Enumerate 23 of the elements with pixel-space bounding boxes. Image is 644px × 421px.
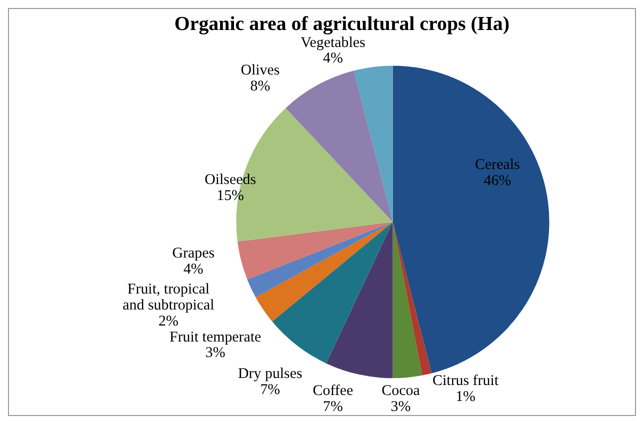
data-label: 2% [158, 313, 178, 330]
slice-label: Dry pulses [238, 366, 303, 382]
slice-label: Fruit, tropical and subtropical [122, 282, 214, 314]
slice-label: Oilseeds [204, 172, 256, 188]
data-label: 7% [323, 398, 343, 415]
data-label: 7% [260, 382, 280, 398]
chart-title: Organic area of agricultural crops (Ha) [174, 13, 510, 36]
data-label: 3% [205, 345, 226, 362]
slice-label: Vegetables [300, 34, 366, 51]
data-label: 4% [183, 262, 204, 278]
data-label: 46% [484, 173, 512, 190]
slice-label: Grapes [172, 246, 215, 262]
slice-label: Cocoa [382, 383, 420, 400]
slice-label: Olives [240, 62, 280, 79]
slice-label: Citrus fruit [432, 373, 500, 390]
slice-label: Coffee [312, 383, 354, 400]
data-label: 8% [250, 78, 270, 95]
slice-label: Cereals [475, 157, 520, 174]
data-label: 15% [216, 188, 244, 204]
data-label: 1% [456, 389, 476, 406]
data-label: 3% [390, 398, 411, 415]
data-label: 4% [323, 50, 343, 67]
slice-label: Fruit temperate [170, 329, 262, 346]
